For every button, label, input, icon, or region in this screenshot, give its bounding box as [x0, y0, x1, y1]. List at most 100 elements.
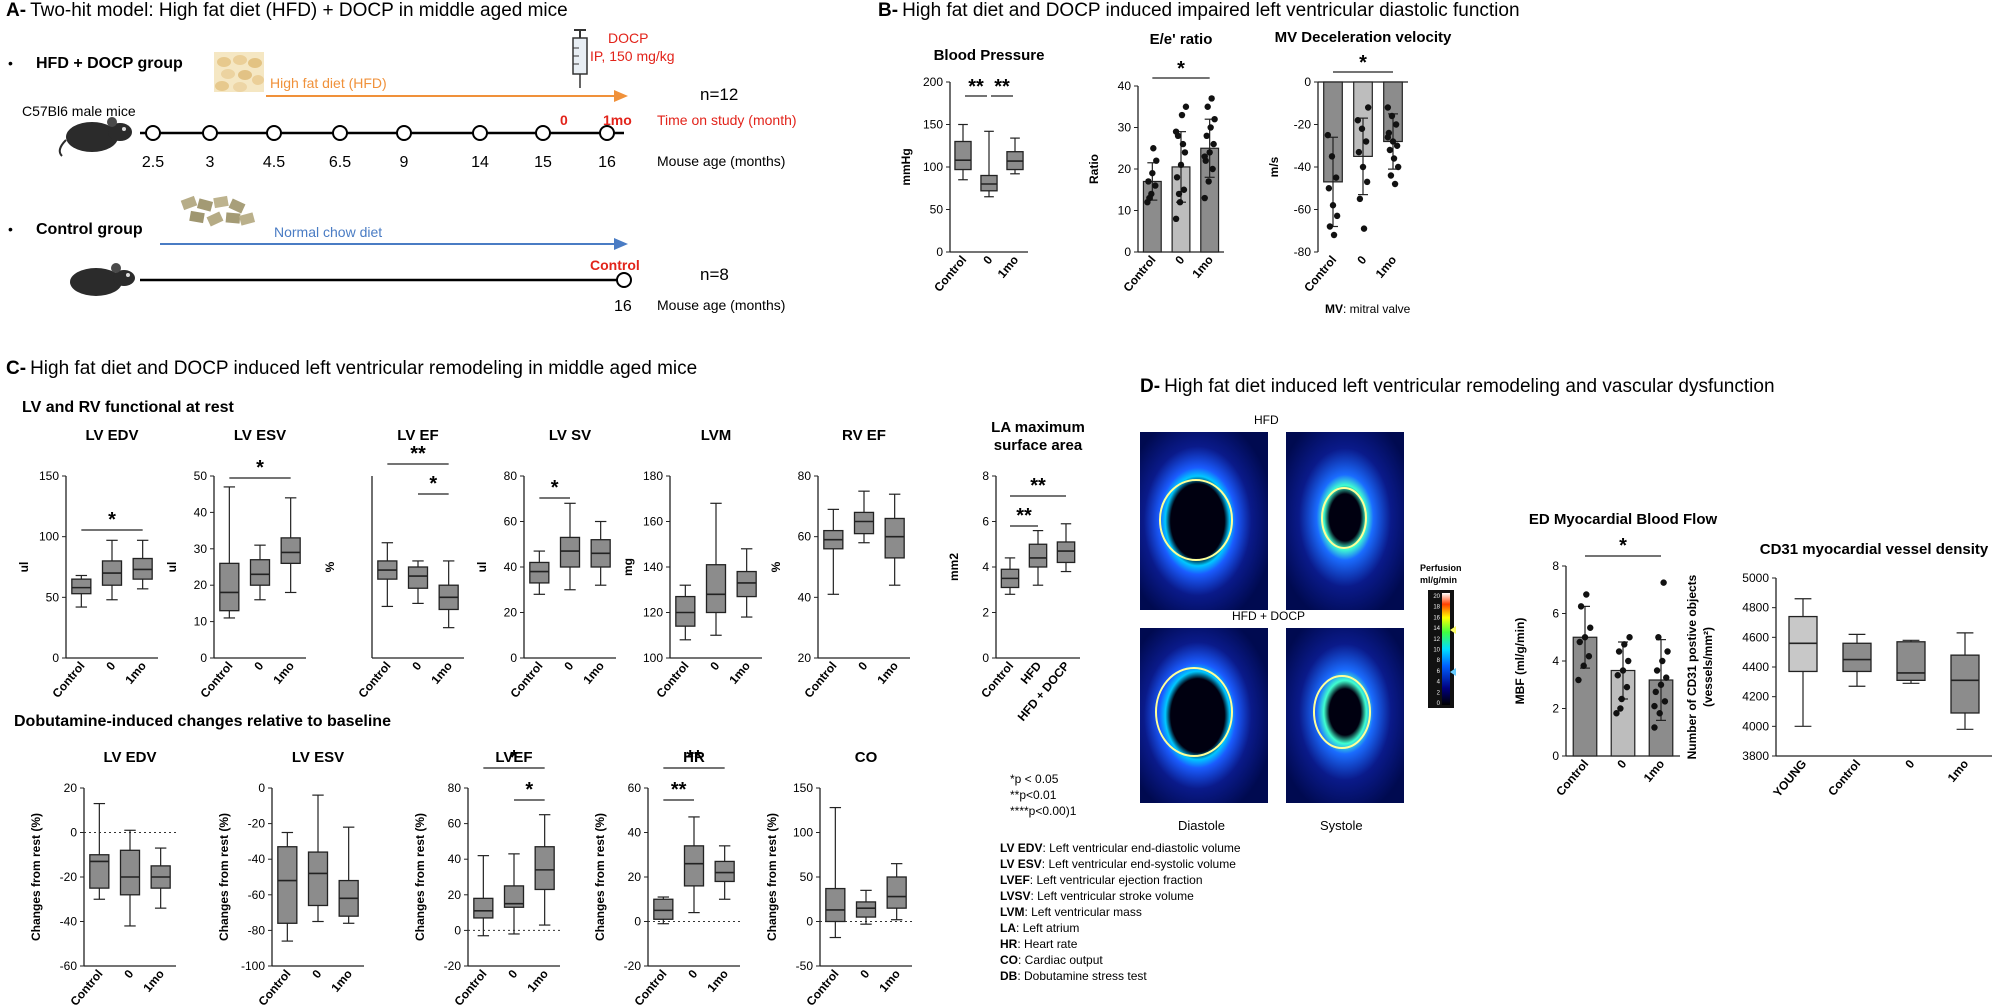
- chart-title: E/e' ratio: [1150, 31, 1213, 48]
- mouse-icon: [58, 117, 132, 157]
- significance-label: *: [1619, 535, 1627, 557]
- y-axis-label: m/s: [1267, 156, 1281, 177]
- timeline-age-label: 15: [534, 154, 552, 171]
- panel-d-title: D- High fat diet induced left ventricular…: [1140, 376, 1775, 397]
- box: [277, 846, 298, 924]
- data-point: [1332, 174, 1340, 181]
- x-category-label: Control: [1120, 253, 1158, 295]
- y-axis-label: MBF (ml/g/min): [1513, 618, 1527, 705]
- hfd-age-label: Mouse age (months): [657, 153, 785, 169]
- box: [280, 537, 301, 565]
- box: [89, 854, 110, 889]
- y-tick-label: 0: [634, 915, 641, 929]
- chow-pellets-icon: [180, 195, 256, 227]
- data-point: [1362, 138, 1370, 145]
- box: [1028, 543, 1048, 568]
- box: [219, 562, 240, 612]
- data-point: [1204, 103, 1211, 110]
- data-point: [1330, 231, 1338, 239]
- data-point: [1145, 178, 1152, 185]
- y-tick-label: -40: [248, 852, 266, 866]
- x-category-label: 0: [409, 659, 424, 673]
- y-tick-label: 100: [39, 530, 59, 544]
- data-point: [1384, 104, 1392, 111]
- chart-title: LV ESV: [234, 427, 286, 444]
- colorbar-tick-label: 18: [1433, 605, 1440, 611]
- y-tick-label: 0: [1124, 245, 1131, 259]
- data-point: [1390, 155, 1398, 162]
- box: [705, 564, 727, 614]
- box: [653, 898, 674, 920]
- chart-title: MV Deceleration velocity: [1275, 29, 1452, 46]
- y-tick-label: -50: [796, 959, 814, 973]
- data-point: [1358, 125, 1366, 132]
- colorbar-frame: [1428, 590, 1454, 708]
- abbreviation-term: LV EDV: [1000, 841, 1042, 855]
- y-tick-label: 50: [930, 203, 944, 217]
- y-tick-label: 50: [194, 469, 208, 483]
- x-category-label: 0: [855, 659, 870, 673]
- panel-a-letter: A-: [6, 0, 26, 21]
- hfd-diet-arrowhead: [614, 90, 628, 102]
- data-point: [1324, 131, 1332, 139]
- box: [1056, 541, 1076, 564]
- data-point: [1655, 634, 1662, 641]
- y-tick-label: -80: [248, 923, 266, 937]
- diastole-label: Diastole: [1178, 818, 1225, 833]
- data-point: [1326, 223, 1334, 230]
- abbreviation-term: LA: [1000, 921, 1016, 935]
- y-tick-label: 40: [448, 852, 462, 866]
- x-category-label: 1mo: [428, 659, 455, 687]
- y-tick-label: 0: [1304, 75, 1311, 89]
- x-category-label: Control: [1553, 757, 1591, 799]
- control-bullet: •: [8, 221, 13, 237]
- colorbar-tick-label: 10: [1433, 648, 1440, 654]
- control-mouse-icon: [70, 263, 135, 296]
- timeline-age-label: 9: [400, 154, 409, 171]
- box: [884, 517, 905, 559]
- y-tick-label: 20: [448, 888, 462, 902]
- y-tick-label: 40: [194, 505, 208, 519]
- data-point: [1659, 657, 1666, 665]
- rest-section-title: LV and RV functional at rest: [22, 399, 235, 416]
- panel-c-title: C- High fat diet and DOCP induced left ve…: [6, 358, 697, 379]
- data-point: [1172, 128, 1180, 135]
- y-tick-label: 4000: [1742, 719, 1769, 733]
- colorbar-tick-label: 2: [1437, 690, 1441, 696]
- y-axis-label: Changes from rest (%): [29, 813, 43, 941]
- x-category-label: Control: [801, 659, 839, 701]
- y-tick-label: 6: [982, 515, 989, 529]
- chart-mv-deceleration: MV Deceleration velocity -80 -60 -40 -20 0 m/s…: [1267, 29, 1452, 295]
- y-tick-label: 3800: [1742, 749, 1769, 763]
- timeline-age-label: 4.5: [263, 154, 285, 171]
- data-point: [1175, 190, 1183, 198]
- timeline-node: [202, 125, 218, 141]
- data-point: [1354, 117, 1362, 124]
- image-hfd-docp-diastole-contour: [1155, 667, 1233, 757]
- y-tick-label: 140: [643, 560, 663, 574]
- colorbar-tick-label: 0: [1437, 701, 1441, 707]
- data-point: [1384, 134, 1392, 141]
- y-tick-label: -100: [241, 959, 265, 973]
- data-point: [1625, 657, 1632, 665]
- chart-title: Blood Pressure: [934, 47, 1045, 64]
- x-category-label: 0: [707, 659, 722, 673]
- mv-footnote-abbr: MV: [1325, 302, 1343, 316]
- x-category-label: 1mo: [1189, 253, 1216, 281]
- image-hfd-docp-systole: [1286, 628, 1404, 803]
- y-tick-label: 40: [1118, 79, 1132, 93]
- rest-chart: RV EF 20 40 60 80% Control 0 1mo: [769, 427, 910, 701]
- perfusion-unit: ml/g/min: [1420, 575, 1457, 585]
- y-tick-label: 60: [504, 515, 518, 529]
- significance-label: *: [108, 509, 116, 531]
- abbreviation-term: LVM: [1000, 905, 1024, 919]
- y-tick-label: 5000: [1742, 571, 1769, 585]
- significance-label: *: [551, 477, 559, 499]
- data-point: [1364, 104, 1372, 111]
- control-group-label: Control group: [36, 221, 143, 238]
- abbreviation-list: LV EDV: Left ventricular end-diastolic v…: [1000, 841, 1241, 983]
- y-axis-label: Changes from rest (%): [765, 813, 779, 941]
- box: [980, 174, 998, 192]
- docp-label: DOCP: [608, 30, 648, 46]
- data-point: [1581, 634, 1589, 641]
